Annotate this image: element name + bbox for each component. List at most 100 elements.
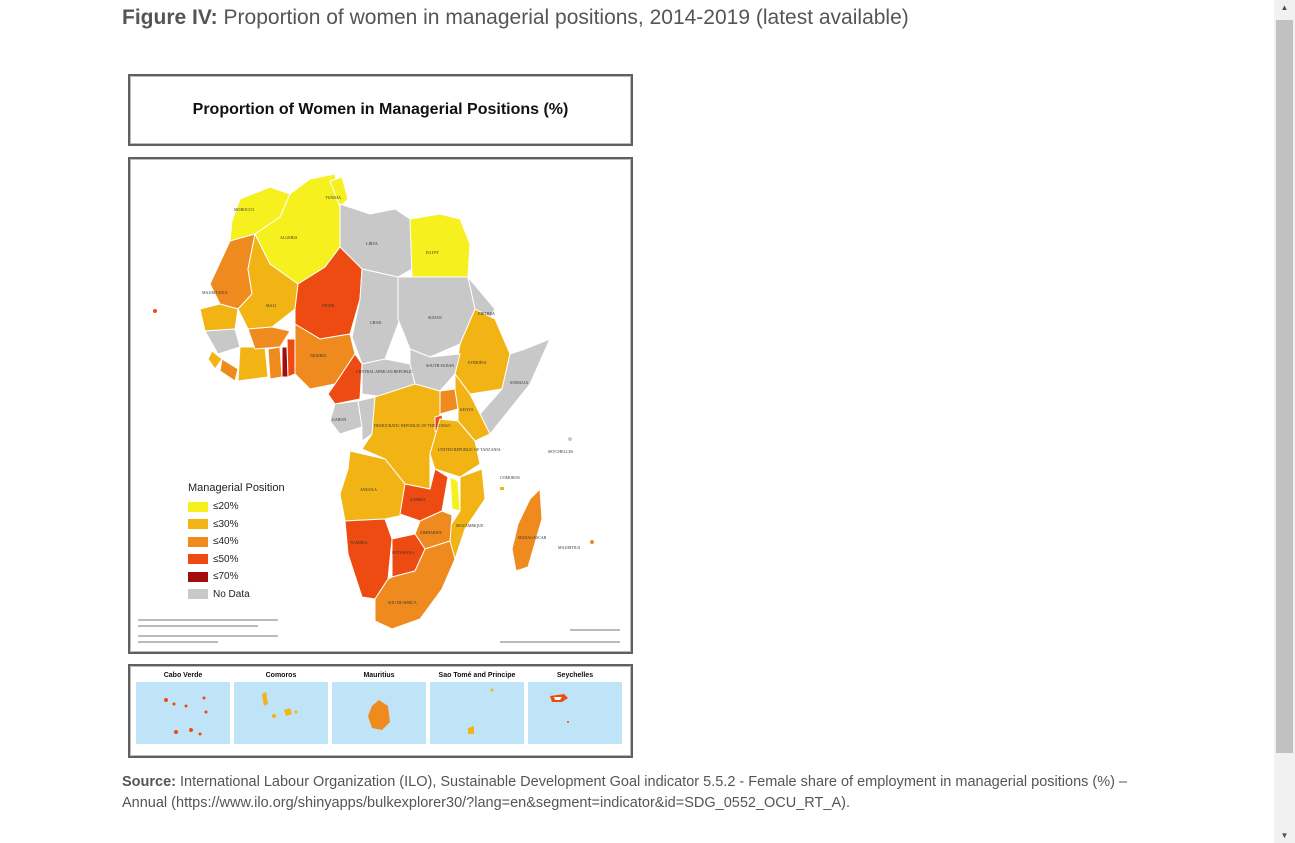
- map-region-tanzania: [429, 418, 481, 478]
- map-footnotes: [138, 619, 620, 643]
- legend-item: ≤20%: [188, 498, 285, 516]
- map-label-kenya: KENYA: [460, 407, 474, 412]
- inset-map: [528, 682, 622, 744]
- map-legend: Managerial Position ≤20% ≤30% ≤40% ≤50% ≤70%…: [188, 482, 285, 603]
- map-region-comoros: [500, 487, 504, 490]
- map-region-niger: [294, 246, 363, 340]
- map-label-drc: DEMOCRATIC REPUBLIC OF THE CONGO: [374, 423, 450, 428]
- source-text: International Labour Organization (ILO),…: [122, 774, 1128, 811]
- legend-swatch: [188, 571, 208, 582]
- map-label-mozambique: MOZAMBIQUE: [456, 523, 484, 528]
- map-region-congo: [357, 396, 376, 442]
- figure-label: Figure IV:: [122, 6, 218, 29]
- map-label-madagascar: MADAGASCAR: [518, 535, 547, 540]
- map-title: Proportion of Women in Managerial Positi…: [192, 101, 569, 118]
- figure-title: Figure IV: Proportion of women in manage…: [122, 6, 909, 30]
- inset-map: [332, 682, 426, 744]
- legend-swatch: [188, 554, 208, 565]
- map-region-cameroon: [327, 353, 363, 405]
- legend-label: ≤40%: [213, 536, 239, 548]
- legend-swatch: [188, 501, 208, 512]
- inset-mauritius: Mauritius: [332, 670, 426, 754]
- legend-label: ≤50%: [213, 553, 239, 565]
- legend-swatch: [188, 589, 208, 600]
- legend-title: Managerial Position: [188, 482, 285, 494]
- map-label-zimbabwe: ZIMBABWE: [420, 530, 442, 535]
- map-region-liberia: [219, 358, 239, 382]
- map-region-malawi: [449, 476, 461, 512]
- inset-map: [430, 682, 524, 744]
- map-region-sierra-leone: [207, 350, 223, 370]
- map-region-south-africa: [374, 540, 456, 630]
- map-label-south-sudan: SOUTH SUDAN: [426, 363, 454, 368]
- map-label-somalia: SOMALIA: [510, 380, 528, 385]
- legend-label: ≤70%: [213, 571, 239, 583]
- inset-label: Sao Tomé and Principe: [438, 672, 516, 679]
- inset-sao-tom-and-principe: Sao Tomé and Principe: [430, 670, 524, 754]
- source-note: Source: International Labour Organizatio…: [122, 772, 1132, 814]
- map-label-libya: LIBYA: [366, 241, 378, 246]
- inset-map: [234, 682, 328, 744]
- map-region-guinea: [204, 328, 241, 355]
- map-label-nigeria: NIGERIA: [310, 353, 327, 358]
- inset-label: Mauritius: [363, 672, 395, 679]
- map-region-senegal: [199, 303, 239, 332]
- inset-cabo-verde: Cabo Verde: [136, 670, 230, 754]
- scroll-up-arrow-icon[interactable]: ▲: [1280, 3, 1289, 12]
- inset-seychelles: Seychelles: [528, 670, 622, 754]
- map-region-zambia: [399, 468, 449, 522]
- map-label-namibia: NAMIBIA: [350, 540, 368, 545]
- map-label-tanzania: UNITED REPUBLIC OF TANZANIA: [438, 447, 501, 452]
- figure-title-text: Proportion of women in managerial positi…: [223, 6, 909, 29]
- map-region-cote-d-ivoire: [237, 346, 269, 382]
- map-label-comoros: COMOROS: [500, 475, 520, 480]
- map-label-morocco: MOROCCO: [234, 207, 254, 212]
- source-label: Source:: [122, 774, 176, 790]
- map-label-egypt: EGYPT: [426, 250, 439, 255]
- vertical-scrollbar[interactable]: ▲ ▼: [1274, 0, 1295, 843]
- map-region-mauritius: [590, 540, 594, 544]
- legend-item: ≤70%: [188, 568, 285, 586]
- inset-label: Cabo Verde: [163, 672, 203, 679]
- legend-swatch: [188, 536, 208, 547]
- map-label-chad: CHAD: [370, 320, 381, 325]
- map-label-gabon: GABON: [332, 417, 346, 422]
- legend-swatch: [188, 519, 208, 530]
- map-label-angola: ANGOLA: [360, 487, 377, 492]
- map-region-tunisia: [329, 176, 349, 208]
- map-label-mauritius: MAURITIUS: [558, 545, 580, 550]
- africa-map: MOROCCO ALGERIA TUNISIA LIBYA EGYPT MAUR…: [128, 157, 633, 654]
- map-label-algeria: ALGERIA: [280, 235, 298, 240]
- map-label-mauritania: MAURITANIA: [202, 290, 228, 295]
- legend-item: ≤30%: [188, 516, 285, 534]
- map-label-botswana: BOTSWANA: [392, 550, 414, 555]
- legend-item: ≤40%: [188, 533, 285, 551]
- inset-comoros: Comoros: [234, 670, 328, 754]
- map-title-box: Proportion of Women in Managerial Positi…: [128, 74, 633, 146]
- legend-item: No Data: [188, 586, 285, 604]
- map-region-burkina-faso: [247, 326, 291, 350]
- map-label-seychelles: SEYCHELLES: [548, 449, 573, 454]
- map-label-sudan: SUDAN: [428, 315, 442, 320]
- map-label-ethiopia: ETHIOPIA: [468, 360, 487, 365]
- scroll-down-arrow-icon[interactable]: ▼: [1280, 831, 1289, 840]
- legend-label: ≤20%: [213, 501, 239, 513]
- map-region-seychelles: [568, 437, 572, 441]
- legend-label: ≤30%: [213, 518, 239, 530]
- map-label-eritrea: ERITREA: [478, 311, 495, 316]
- inset-label: Comoros: [265, 672, 297, 679]
- map-label-zambia: ZAMBIA: [410, 497, 426, 502]
- scroll-thumb[interactable]: [1276, 20, 1293, 753]
- legend-item: ≤50%: [188, 551, 285, 569]
- inset-map: [136, 682, 230, 744]
- legend-label: No Data: [213, 588, 250, 600]
- africa-map-svg: MOROCCO ALGERIA TUNISIA LIBYA EGYPT MAUR…: [138, 173, 620, 643]
- map-country-labels: MOROCCO ALGERIA TUNISIA LIBYA EGYPT MAUR…: [202, 195, 580, 605]
- map-region-egypt: [409, 213, 471, 278]
- inset-label: Seychelles: [556, 672, 594, 679]
- map-region-benin: [286, 338, 296, 378]
- island-insets: Cabo Verde Comoros Mauritius Sao Tomé and P…: [128, 664, 633, 758]
- map-label-tunisia: TUNISIA: [325, 195, 341, 200]
- map-label-south-africa: SOUTH AFRICA: [388, 600, 417, 605]
- map-region-gabon: [329, 400, 363, 435]
